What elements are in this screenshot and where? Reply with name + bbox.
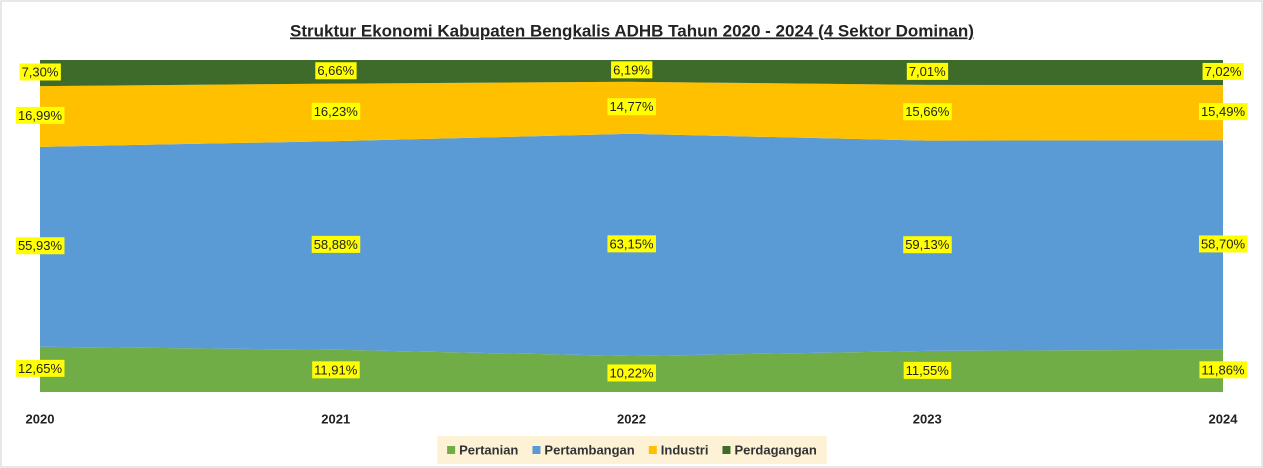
value-label: 7,01%: [909, 64, 946, 79]
value-label-background: [15, 237, 65, 255]
value-label-background: [1202, 62, 1244, 80]
value-label-background: [315, 62, 357, 80]
value-label: 58,70%: [1201, 236, 1246, 251]
chart-title: Struktur Ekonomi Kabupaten Bengkalis ADH…: [290, 21, 974, 40]
x-tick-label: 2023: [913, 411, 942, 426]
value-label: 59,13%: [905, 237, 950, 252]
value-label: 7,02%: [1205, 64, 1242, 79]
legend-label: Industri: [661, 442, 709, 457]
value-label-background: [15, 359, 65, 377]
value-label-background: [607, 98, 656, 116]
value-label-background: [906, 62, 949, 80]
value-label-background: [312, 361, 360, 379]
value-label: 11,86%: [1201, 362, 1245, 377]
value-label-background: [1199, 361, 1247, 379]
value-label: 11,55%: [906, 363, 950, 378]
value-label-background: [903, 236, 952, 254]
legend-background: [437, 436, 827, 464]
legend-label: Pertanian: [459, 442, 518, 457]
value-label: 16,23%: [314, 104, 359, 119]
x-tick-label: 2024: [1209, 411, 1239, 426]
value-label: 10,22%: [609, 365, 654, 380]
value-label-background: [311, 102, 361, 120]
x-tick-label: 2020: [26, 411, 55, 426]
legend-marker: [648, 446, 657, 454]
x-tick-label: 2021: [321, 411, 350, 426]
value-label: 16,99%: [18, 108, 63, 123]
value-label: 55,93%: [18, 238, 63, 253]
value-label: 58,88%: [314, 237, 359, 252]
value-label-background: [15, 106, 65, 124]
value-label-background: [19, 63, 61, 81]
x-tick-label: 2022: [617, 411, 646, 426]
value-label: 15,49%: [1201, 104, 1246, 119]
value-label: 14,77%: [609, 99, 654, 114]
value-label: 6,19%: [613, 62, 650, 77]
legend-label: Perdagangan: [734, 442, 816, 457]
value-label-background: [1198, 103, 1248, 121]
value-label: 7,30%: [22, 64, 59, 79]
legend-marker: [722, 446, 731, 454]
value-label-background: [611, 61, 653, 79]
value-label-background: [607, 235, 656, 253]
value-label-background: [311, 235, 361, 253]
value-label: 12,65%: [18, 361, 63, 376]
value-label-background: [903, 361, 952, 379]
value-label-background: [1198, 235, 1248, 253]
value-label: 11,91%: [314, 362, 358, 377]
value-label-background: [903, 103, 952, 121]
value-label: 6,66%: [317, 63, 354, 78]
legend-marker: [532, 446, 541, 454]
legend-marker: [447, 446, 456, 454]
legend-label: Pertambangan: [544, 442, 634, 457]
value-label: 63,15%: [609, 236, 654, 251]
value-label: 15,66%: [905, 104, 950, 119]
value-label-background: [607, 364, 656, 382]
